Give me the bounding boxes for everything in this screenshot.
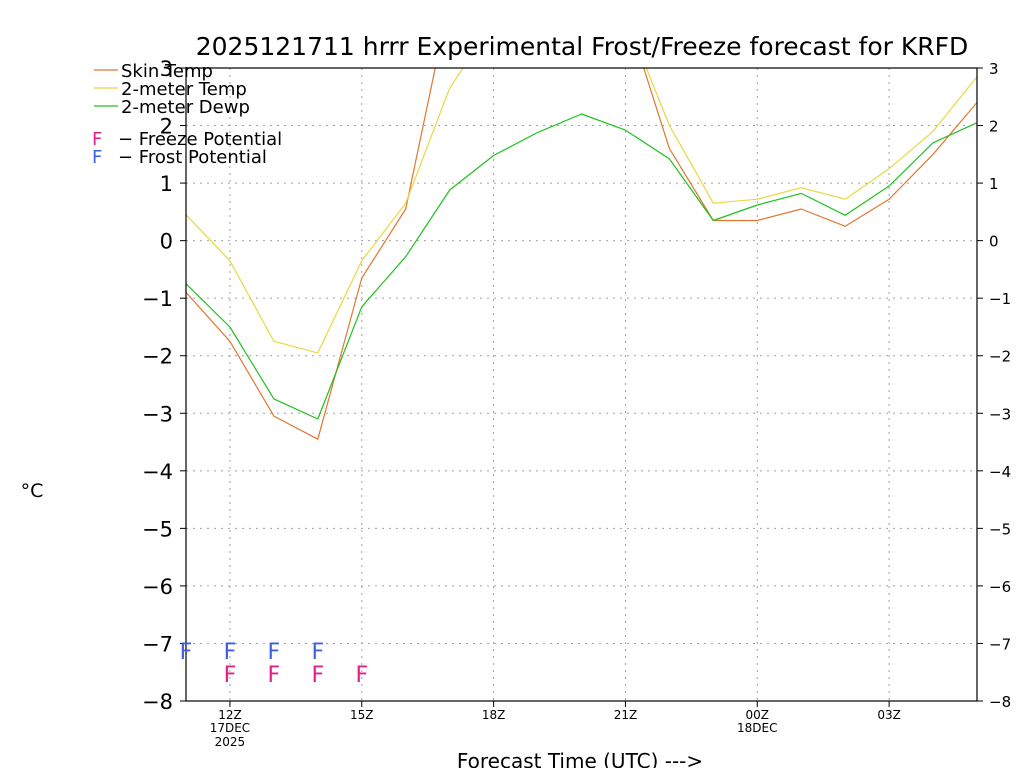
y-tick-label-left: −4 [142,460,173,484]
legend-label-2-meter-temp: 2-meter Temp [121,79,247,100]
y-tick-label-left: −6 [142,575,173,599]
x-tick-label: 21Z [614,708,638,722]
x-tick-year-label: 2025 [215,735,246,749]
y-tick-label-right: −2 [989,348,1011,366]
y-axis-left-ticks: 3 2 1 0 −1 −2 −3 −4 −5 −6 −7 −8 [142,57,186,714]
freeze-potential-marker: F [224,663,237,688]
y-tick-label-right: −3 [989,405,1011,423]
y-axis-right-ticks: 3 2 1 0 −1 −2 −3 −4 −5 −6 −7 −8 [977,60,1011,711]
x-tick-date-label: 18DEC [737,721,777,735]
freeze-potential-marker: F [268,663,281,688]
y-tick-label-left: 3 [160,57,173,81]
legend-label-skin-temp: Skin Temp [121,61,213,82]
x-tick-label: 03Z [877,708,901,722]
y-tick-label-left: −2 [142,345,173,369]
frost-potential-marker: F [268,640,281,665]
y-tick-label-left: −3 [142,402,173,426]
freeze-potential-marker: F [312,663,325,688]
y-tick-label-left: −5 [142,517,173,541]
legend-marker-label: − Frost Potential [118,147,267,168]
y-tick-label-left: 1 [160,172,173,196]
potential-markers: F F F FF F F F [180,640,368,688]
series-lines [186,68,977,440]
frost-potential-marker: F [312,640,325,665]
y-tick-label-left: 2 [160,115,173,139]
x-tick-date-label: 17DEC [210,721,250,735]
y-tick-label-right: 0 [989,233,999,251]
x-axis-label: Forecast Time (UTC) ---> [457,749,703,768]
x-tick-label: 18Z [482,708,506,722]
plot-frame [185,67,978,702]
y-tick-label-right: −7 [989,635,1011,653]
y-tick-label-left: 0 [160,230,173,254]
y-tick-label-right: −6 [989,578,1011,596]
series-line-2-meter-dewp [186,113,977,420]
y-tick-label-right: 1 [989,175,999,193]
y-tick-label-left: −7 [142,632,173,656]
freeze-potential-marker: F [355,663,368,688]
legend-label-2-meter-dewp: 2-meter Dewp [121,97,250,118]
legend-marker-symbol: F [92,147,102,168]
series-line-2-meter-temp [186,68,977,354]
y-tick-label-right: −5 [989,520,1011,538]
x-tick-label: 00Z [746,708,770,722]
y-tick-label-right: −8 [989,693,1011,711]
series-line-skin-temp [186,68,977,440]
frost-potential-marker: F [224,640,237,665]
y-tick-label-right: −1 [989,290,1011,308]
y-tick-label-right: 2 [989,118,999,136]
y-tick-label-left: −8 [142,690,173,714]
y-axis-label: °C [21,480,44,502]
legend-marker-label: − Freeze Potential [118,129,282,150]
frost-potential-marker: F [180,640,193,665]
y-tick-label-right: −4 [989,463,1011,481]
x-tick-label: 12Z [218,708,242,722]
chart-title: 2025121711 hrrr Experimental Frost/Freez… [196,32,969,61]
legend-marker-symbol: F [92,129,102,150]
x-tick-label: 15Z [350,708,374,722]
y-tick-label-right: 3 [989,60,999,78]
y-tick-label-left: −1 [142,287,173,311]
grid-lines [186,68,977,701]
